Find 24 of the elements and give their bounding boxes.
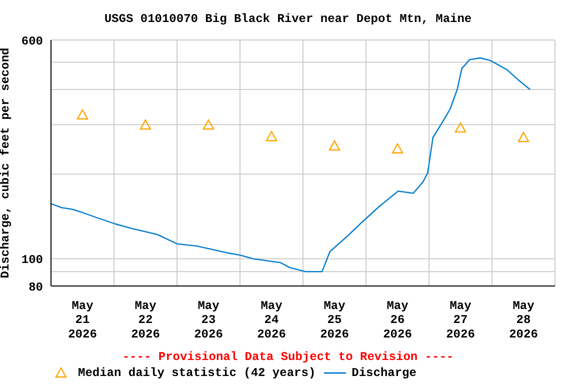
x-tick-label: May 25 2026 bbox=[320, 298, 349, 342]
x-tick-label: May 26 2026 bbox=[383, 298, 412, 342]
line-series bbox=[51, 57, 531, 272]
point bbox=[454, 122, 466, 133]
point bbox=[140, 119, 152, 130]
legend-label: Median daily statistic (42 years) bbox=[77, 366, 316, 380]
legend-label: Discharge bbox=[350, 366, 416, 380]
y-tick-label: 80 bbox=[28, 280, 43, 294]
point bbox=[392, 143, 404, 154]
point bbox=[76, 109, 88, 120]
point bbox=[328, 140, 340, 151]
y-tick-label: 100 bbox=[21, 253, 43, 268]
text: ---- Provisional Data Subject to Revision ---- bbox=[121, 350, 455, 364]
x-tick-label: May 21 2026 bbox=[68, 298, 97, 342]
x-tick-label: May 22 2026 bbox=[131, 298, 160, 342]
x-tick-label: May 24 2026 bbox=[257, 298, 286, 342]
point bbox=[266, 130, 278, 142]
point bbox=[202, 119, 214, 130]
x-tick-label: May 27 2026 bbox=[446, 298, 475, 342]
x-tick-label: May 28 2026 bbox=[509, 298, 538, 342]
point bbox=[518, 132, 530, 142]
x-tick-label: May 23 2026 bbox=[194, 298, 223, 342]
y-tick-label: 600 bbox=[21, 34, 43, 48]
chart-title: USGS 01010070 Big Black River near Depot Mtn, Maine bbox=[103, 12, 473, 26]
